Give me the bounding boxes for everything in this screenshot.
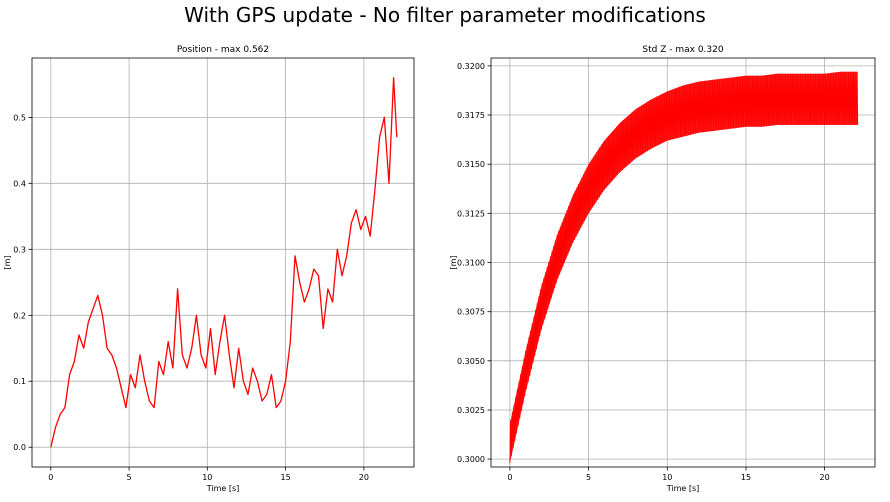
x-tick-label: 10 [662, 473, 672, 482]
x-tick-label: 15 [281, 473, 291, 482]
y-tick-label: 0.3200 [457, 62, 485, 71]
y-tick-label: 0.4 [13, 179, 26, 188]
x-tick-label: 5 [127, 473, 132, 482]
x-axis-label: Time [s] [206, 484, 240, 493]
x-tick-label: 0 [48, 473, 53, 482]
y-tick-label: 0.3025 [457, 406, 485, 415]
y-axis-label: [m] [3, 255, 12, 269]
std-z-series-line [509, 71, 859, 464]
y-tick-label: 0.3 [13, 245, 26, 254]
plot-frame [490, 57, 876, 468]
y-tick-label: 0.1 [13, 377, 26, 386]
subplot-title: Position - max 0.562 [177, 45, 269, 55]
x-tick-label: 15 [741, 473, 751, 482]
y-tick-label: 0.3050 [457, 357, 485, 366]
y-axis-label: [m] [449, 255, 458, 269]
subplot-title: Std Z - max 0.320 [642, 45, 723, 55]
plot-frame [31, 57, 415, 468]
figure-title: With GPS update - No filter parameter mo… [184, 3, 706, 27]
position-series-line [50, 77, 398, 448]
std-z-chart: 0 5 10 15 20 0.3000 0.3025 0.3050 0.3075 0.3100 0.… [449, 45, 876, 493]
x-tick-label: 10 [202, 473, 212, 482]
x-tick-label: 0 [507, 473, 512, 482]
x-tick-label: 5 [586, 473, 591, 482]
y-tick-label: 0.3150 [457, 160, 485, 169]
x-tick-label: 20 [820, 473, 830, 482]
y-tick-label: 0.3000 [457, 455, 485, 464]
y-tick-label: 0.3100 [457, 259, 485, 268]
y-tick-label: 0.3175 [457, 111, 485, 120]
position-chart: 0 5 10 15 20 0.0 0.1 0.2 0.3 0.4 0.5 Position - max… [3, 45, 415, 493]
y-tick-label: 0.3075 [457, 308, 485, 317]
y-tick-label: 0.2 [13, 311, 26, 320]
x-tick-label: 20 [359, 473, 369, 482]
x-axis-label: Time [s] [666, 484, 700, 493]
y-tick-label: 0.3125 [457, 209, 485, 218]
y-tick-label: 0.0 [13, 443, 26, 452]
y-tick-label: 0.5 [13, 113, 26, 122]
